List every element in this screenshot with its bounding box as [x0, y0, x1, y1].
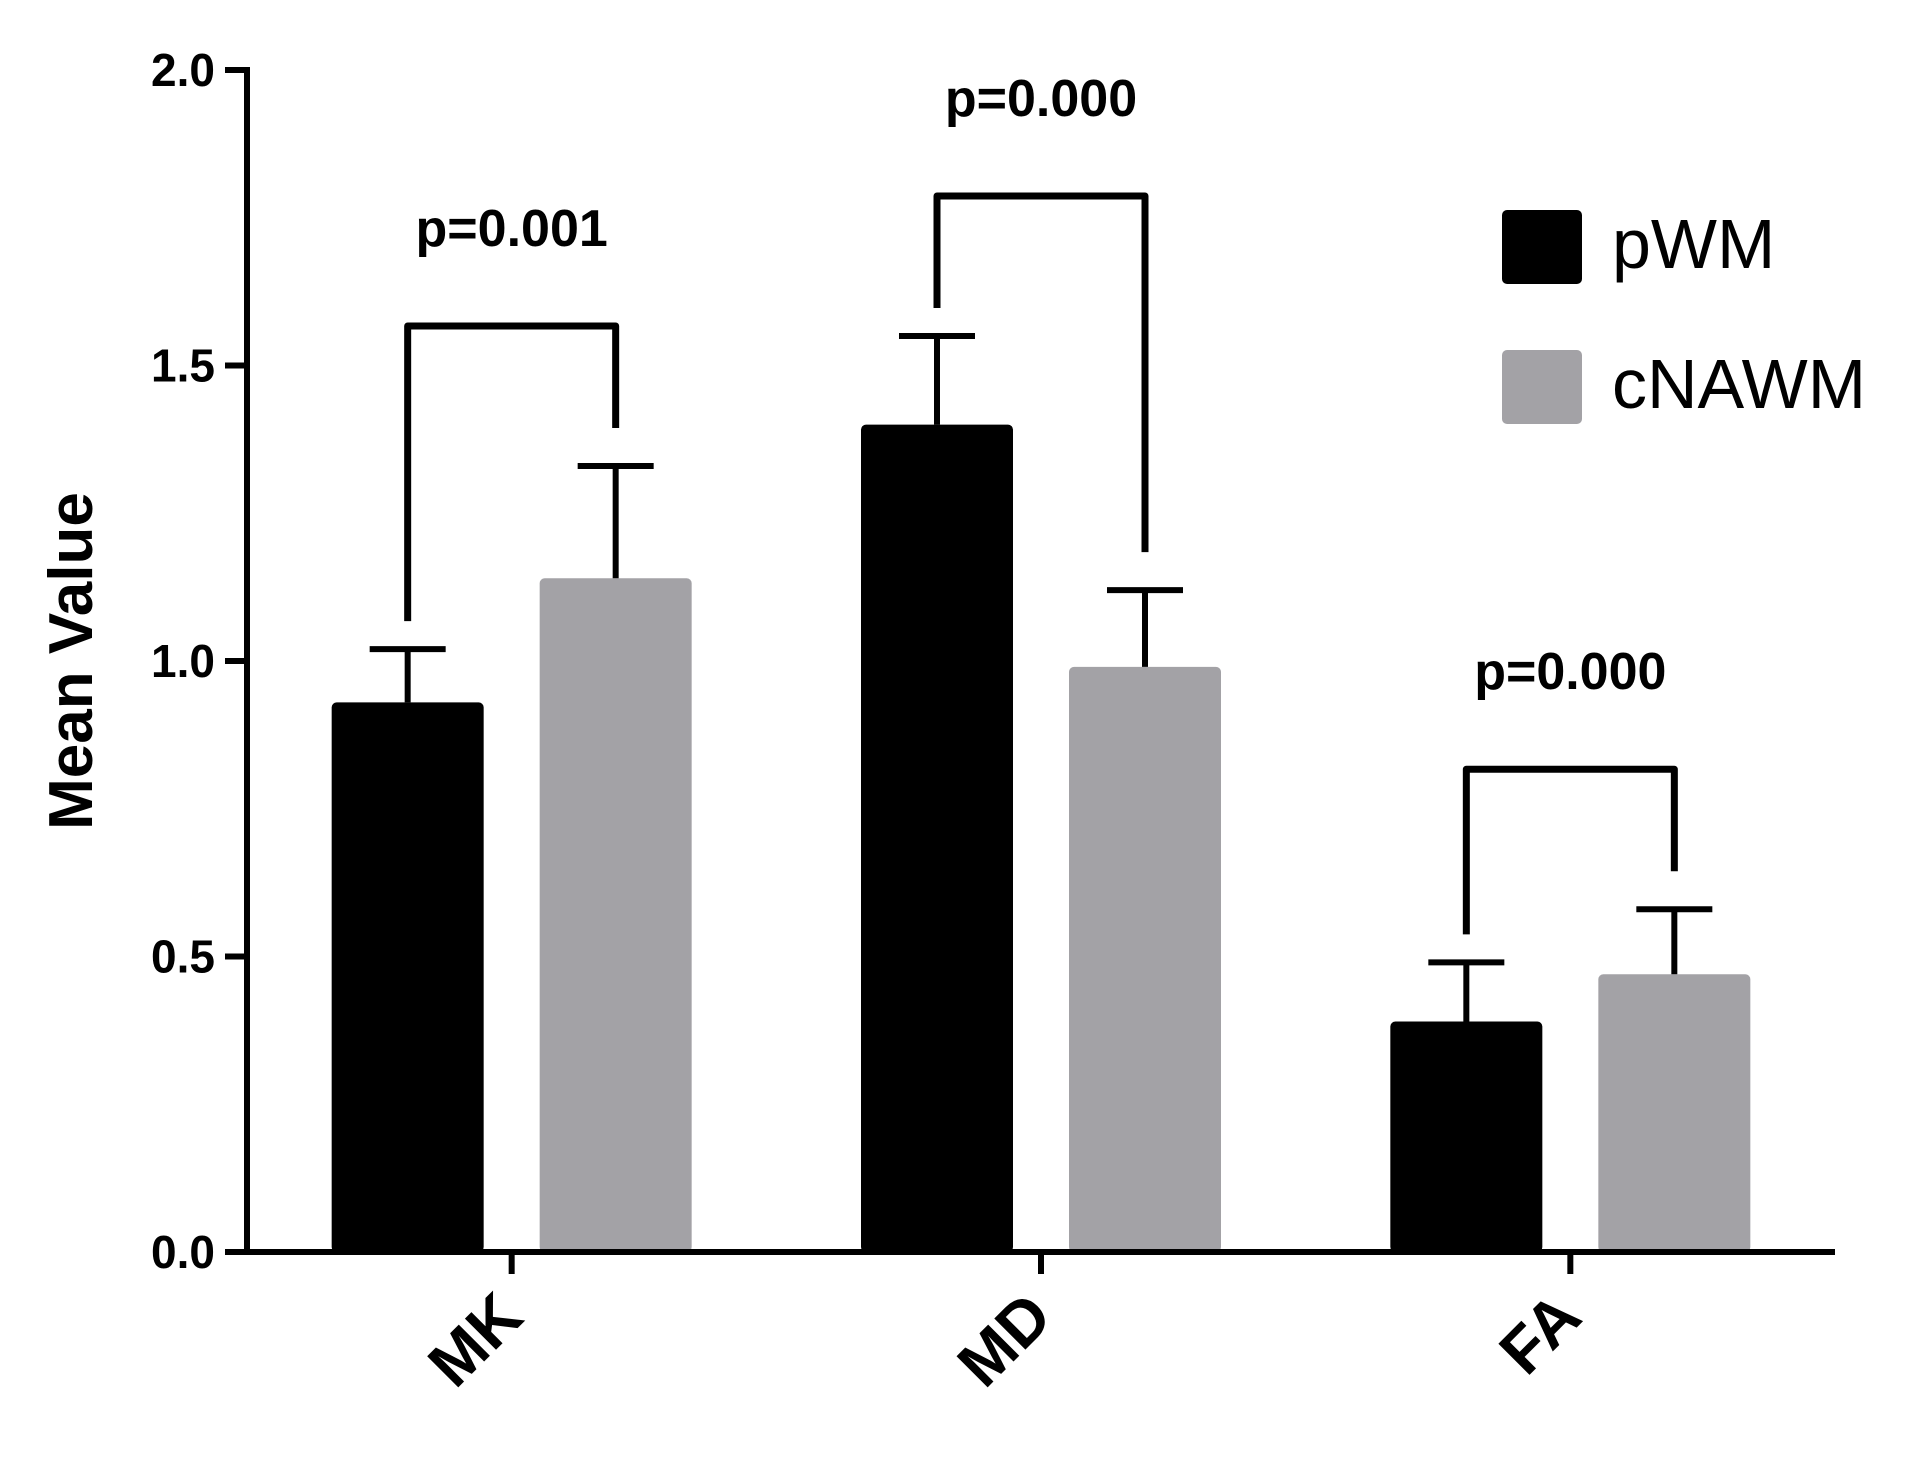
axes-group: 0.0 0.5 1.0 1.5 2.0 MK MD FA Mean Value — [37, 44, 1835, 1400]
bars-group — [331, 424, 1751, 1253]
bar-cnawm-mk — [539, 578, 692, 1252]
x-tick-label-mk: MK — [414, 1279, 535, 1400]
legend-label-cnawm: cNAWM — [1612, 345, 1866, 423]
y-tick-label: 0.5 — [151, 931, 215, 983]
bar-pwm-md — [861, 424, 1013, 1253]
significance-bracket-md — [933, 192, 1149, 553]
error-bars-group — [369, 332, 1713, 1022]
p-value-label-fa: p=0.000 — [1474, 643, 1666, 701]
x-tick-label-md: MD — [944, 1279, 1065, 1400]
legend-swatch-pwm — [1502, 210, 1582, 284]
p-value-label-mk: p=0.001 — [416, 200, 608, 258]
y-tick-label: 1.5 — [151, 340, 215, 392]
legend-swatch-cnawm — [1502, 350, 1582, 424]
y-axis-title: Mean Value — [37, 492, 106, 830]
significance-bracket-fa — [1462, 765, 1678, 935]
p-value-label-md: p=0.000 — [945, 70, 1137, 128]
x-tick-label-fa: FA — [1485, 1279, 1594, 1388]
legend-label-pwm: pWM — [1612, 205, 1775, 283]
bar-cnawm-md — [1069, 666, 1221, 1252]
bar-cnawm-fa — [1598, 974, 1751, 1252]
y-tick-label: 2.0 — [151, 44, 215, 96]
significance-brackets-group: p=0.001 p=0.000 p=0.000 — [404, 70, 1678, 935]
bar-pwm-mk — [331, 702, 484, 1252]
significance-bracket-mk — [404, 322, 620, 622]
y-tick-label: 1.0 — [151, 635, 215, 687]
y-tick-label: 0.0 — [151, 1226, 215, 1278]
bar-pwm-fa — [1390, 1021, 1543, 1252]
legend: pWM cNAWM — [1502, 205, 1866, 424]
